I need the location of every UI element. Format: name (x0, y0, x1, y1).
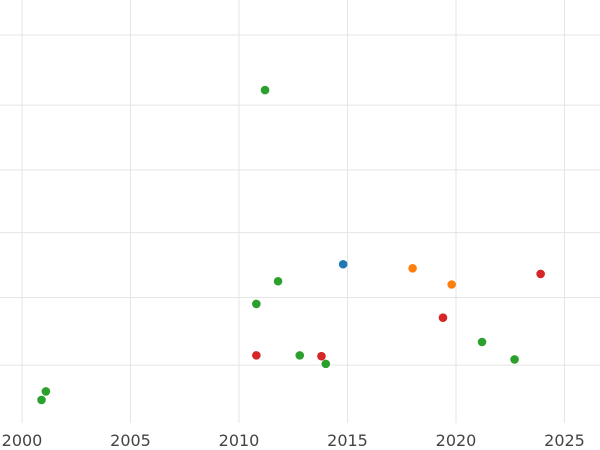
data-point (321, 359, 331, 369)
data-point (260, 85, 270, 95)
data-point (510, 355, 519, 364)
data-point (477, 337, 487, 347)
x-tick-label: 2000 (2, 431, 43, 450)
data-point (408, 263, 417, 273)
x-tick-label: 2010 (219, 431, 260, 450)
data-point (338, 259, 348, 269)
data-point (41, 387, 51, 396)
data-point (317, 351, 326, 361)
x-tick-label: 2005 (110, 431, 151, 450)
data-point (438, 313, 448, 323)
data-point (252, 351, 261, 360)
x-gridlines (21, 0, 565, 423)
data-point (273, 276, 283, 286)
data-point (536, 269, 545, 279)
x-tick-labels: 2000 2005 2010 2015 2020 2025 (2, 431, 585, 450)
x-tick-label: 2025 (544, 431, 585, 450)
x-tick-label: 2015 (327, 431, 368, 450)
data-points (37, 85, 545, 405)
data-point (447, 280, 456, 289)
x-tick-label: 2020 (436, 431, 477, 450)
data-point (295, 351, 305, 360)
y-gridlines (0, 34, 600, 366)
data-point (252, 299, 261, 309)
data-point (37, 395, 46, 405)
